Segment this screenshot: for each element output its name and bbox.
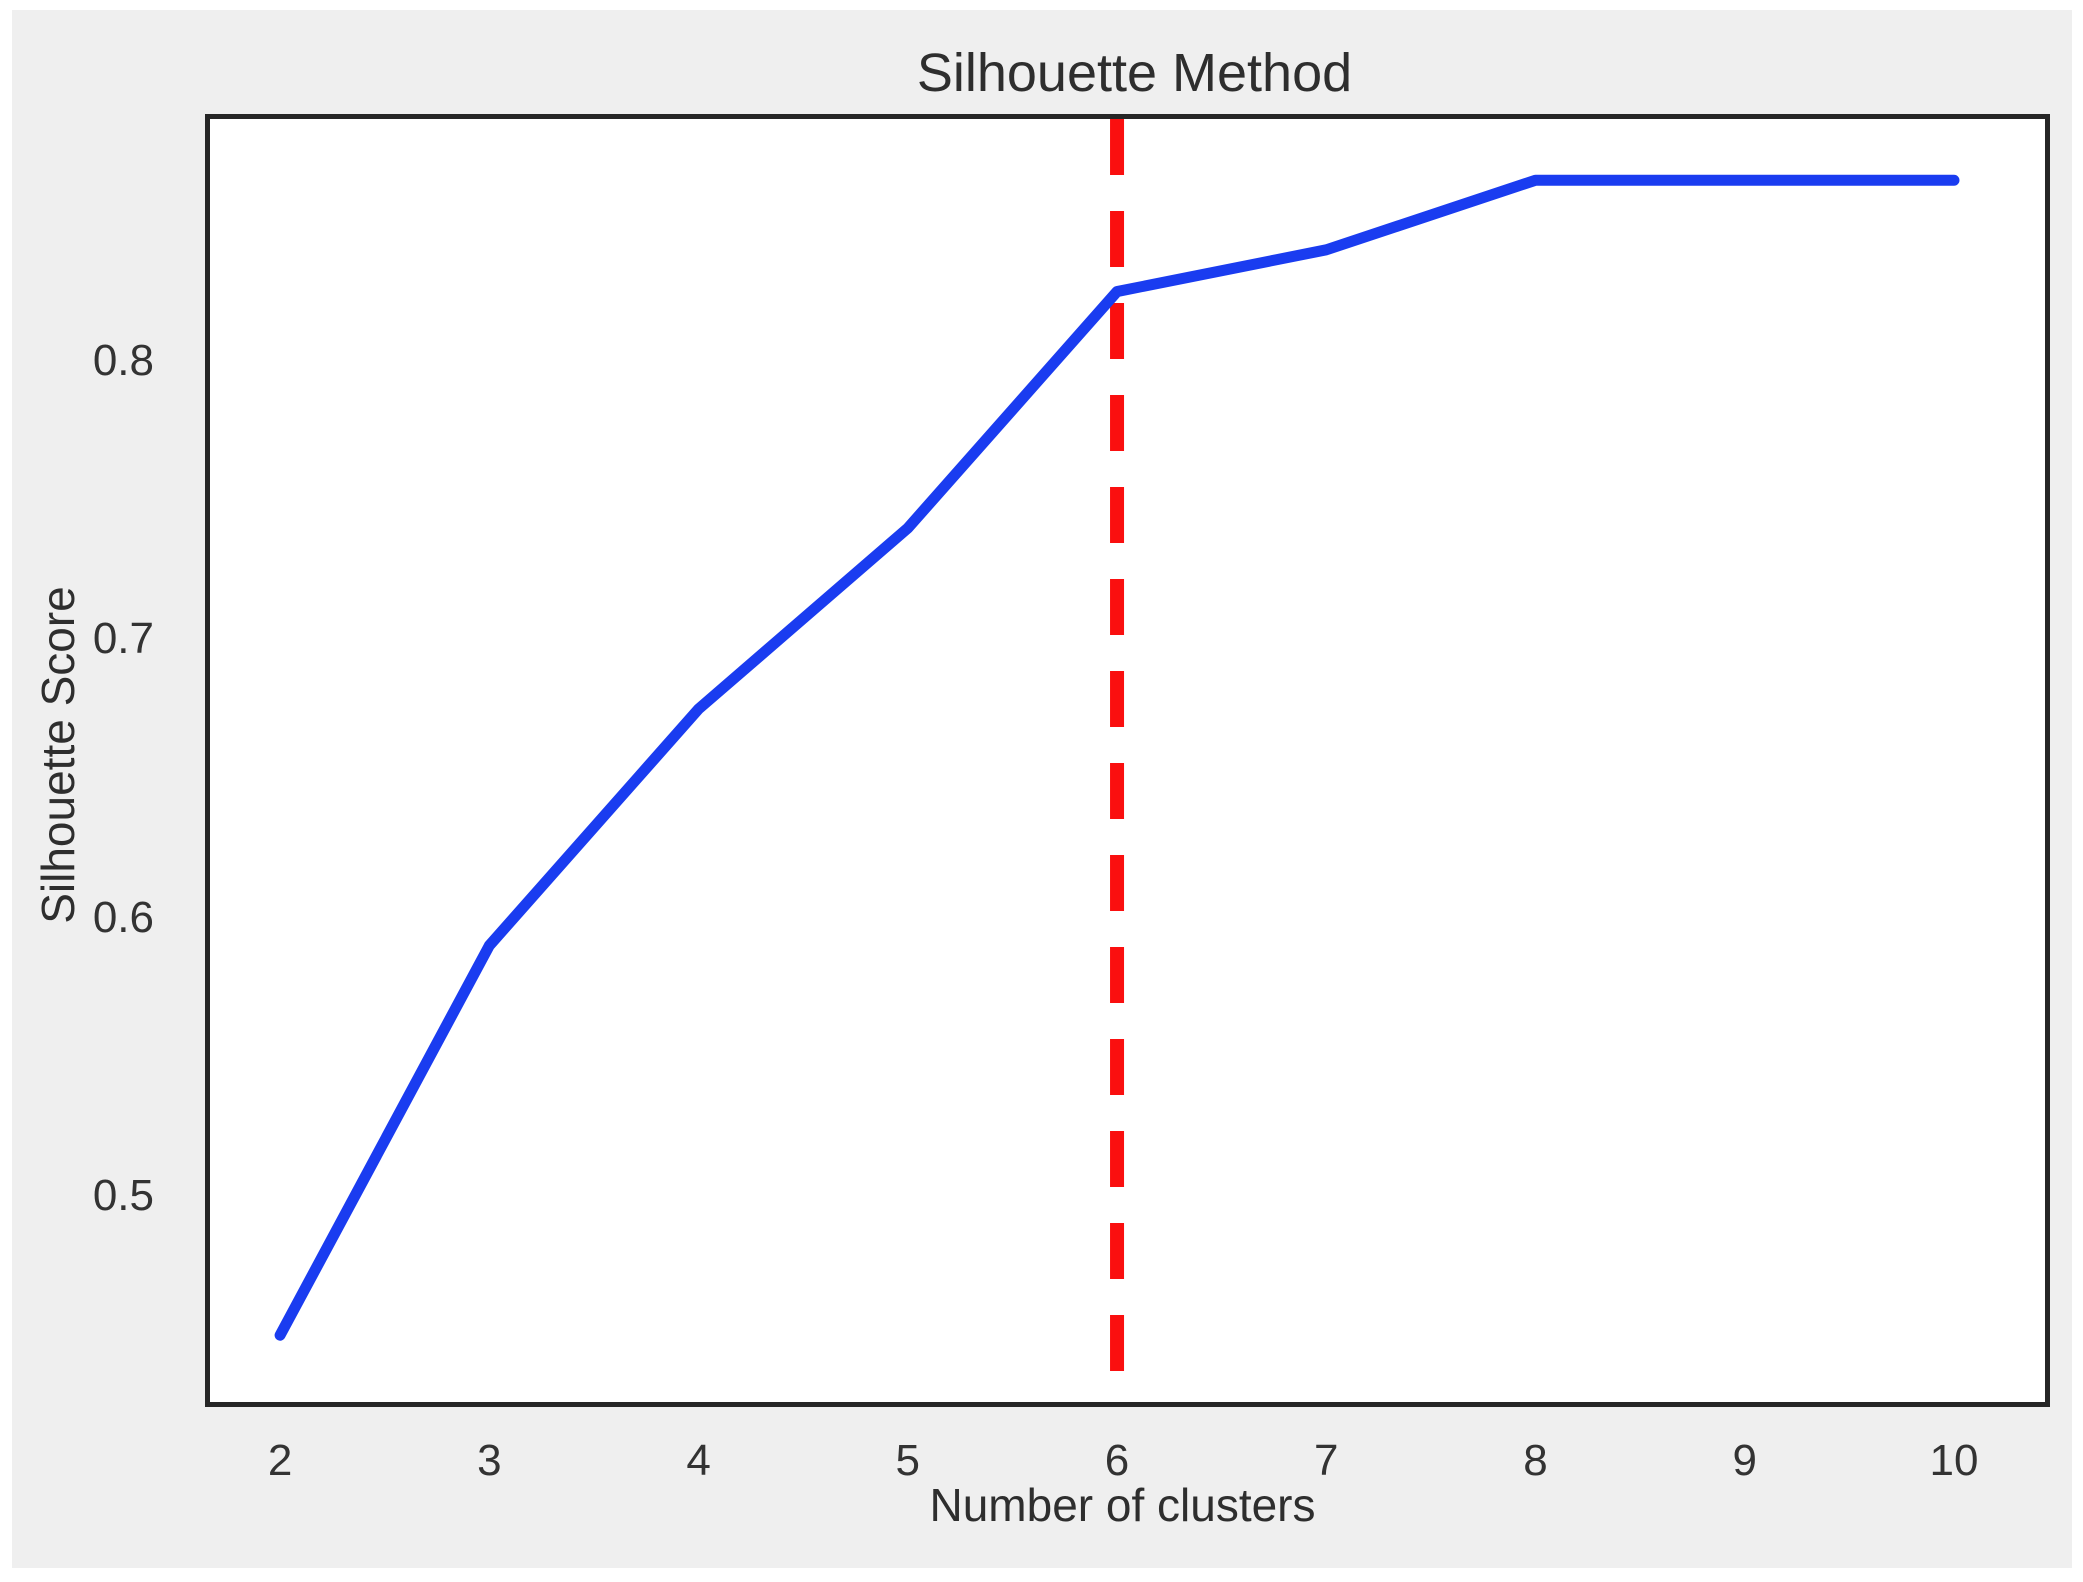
chart-figure: Silhouette Method Silhouette Score Numbe…: [12, 10, 2072, 1568]
y-tick-label: 0.6: [92, 892, 154, 942]
plot-area: [205, 114, 2050, 1407]
y-tick-label: 0.7: [92, 614, 154, 664]
plot-canvas: [274, 119, 1960, 1402]
chart-title: Silhouette Method: [916, 43, 1353, 103]
y-axis-label: Silhouette Score: [32, 586, 84, 924]
silhouette-score-line: [274, 174, 1960, 1341]
y-tick-label: 0.8: [92, 336, 154, 386]
y-tick-label: 0.5: [92, 1171, 154, 1221]
x-axis-label: Number of clusters: [929, 1479, 1316, 1531]
